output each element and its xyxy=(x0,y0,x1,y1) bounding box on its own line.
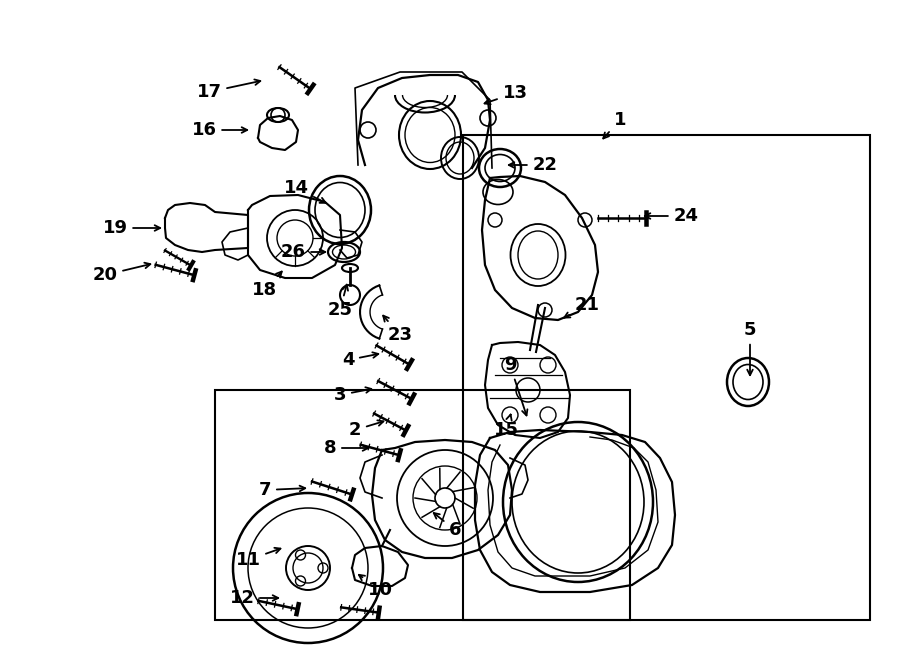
Text: 6: 6 xyxy=(434,513,461,539)
Text: 7: 7 xyxy=(259,481,305,499)
Text: 20: 20 xyxy=(93,262,150,284)
Text: 24: 24 xyxy=(644,207,698,225)
Text: 22: 22 xyxy=(508,156,557,174)
Text: 14: 14 xyxy=(284,179,326,203)
Text: 25: 25 xyxy=(328,285,353,319)
Bar xyxy=(215,390,630,620)
Text: 16: 16 xyxy=(192,121,248,139)
Text: 15: 15 xyxy=(493,414,518,439)
Text: 19: 19 xyxy=(103,219,160,237)
Text: 3: 3 xyxy=(334,386,372,404)
Text: 13: 13 xyxy=(484,84,527,104)
Text: 9: 9 xyxy=(504,356,527,416)
Text: 8: 8 xyxy=(324,439,368,457)
Text: 10: 10 xyxy=(359,575,392,599)
Text: 5: 5 xyxy=(743,321,756,375)
Text: 2: 2 xyxy=(349,420,383,439)
Text: 1: 1 xyxy=(603,111,626,138)
Text: 26: 26 xyxy=(281,243,325,261)
Text: 12: 12 xyxy=(230,589,278,607)
Text: 4: 4 xyxy=(342,351,378,369)
Text: 17: 17 xyxy=(196,79,260,101)
Text: 21: 21 xyxy=(564,296,599,318)
Text: 23: 23 xyxy=(383,315,412,344)
Text: 18: 18 xyxy=(252,272,282,299)
Text: 11: 11 xyxy=(236,548,281,569)
Bar xyxy=(463,135,870,620)
